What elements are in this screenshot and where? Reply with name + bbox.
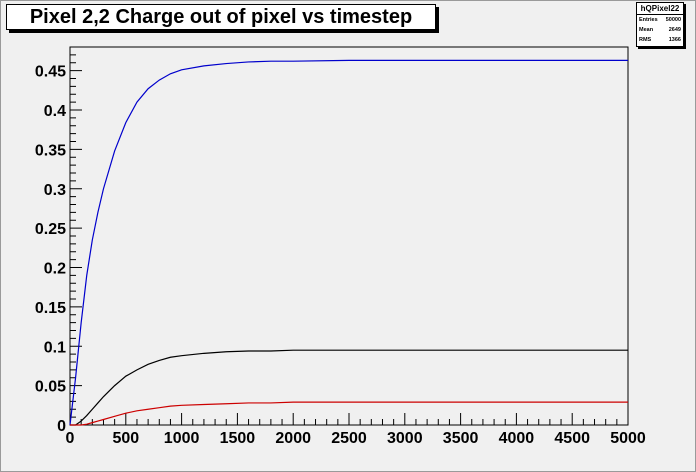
y-tick-label: 0.4 xyxy=(44,103,66,120)
stats-row-mean: Mean 2649 xyxy=(637,25,683,35)
series-layer xyxy=(69,59,628,426)
y-tick-label: 0.05 xyxy=(35,379,66,396)
x-tick-label: 0 xyxy=(66,430,75,447)
chart-title: Pixel 2,2 Charge out of pixel vs timeste… xyxy=(6,4,436,30)
x-tick-label: 5000 xyxy=(610,430,646,447)
stats-row-entries: Entries 50000 xyxy=(637,15,683,25)
stats-value: 50000 xyxy=(665,17,681,23)
y-tick-label: 0.1 xyxy=(44,339,66,356)
x-axis: 0 500 1000 1500 2000 2500 3000 3500 4000 4500 5000 xyxy=(66,413,646,447)
series-line-2 xyxy=(70,349,628,426)
stats-row-rms: RMS 1366 xyxy=(637,35,683,45)
stats-label: Entries xyxy=(639,17,658,23)
stats-box: hQPixel22 Entries 50000 Mean 2649 RMS 13… xyxy=(636,2,684,47)
y-tick-label: 0.2 xyxy=(44,261,66,278)
y-tick-label: 0 xyxy=(57,418,66,435)
y-tick-label: 0.3 xyxy=(44,182,66,199)
y-axis: 0 0.05 0.1 0.15 0.2 0.25 0.3 0.35 0.4 0.45 xyxy=(35,46,82,435)
y-tick-label: 0.25 xyxy=(35,221,66,238)
x-tick-label: 1000 xyxy=(164,430,200,447)
x-tick-label: 3500 xyxy=(443,430,479,447)
x-tick-label: 1500 xyxy=(220,430,256,447)
x-tick-label: 4500 xyxy=(554,430,590,447)
plot-frame xyxy=(69,46,629,426)
stats-histogram-name: hQPixel22 xyxy=(637,3,683,15)
series-line-1 xyxy=(69,59,628,426)
y-tick-label: 0.45 xyxy=(35,64,66,81)
series-line-3 xyxy=(70,401,628,426)
x-tick-label: 500 xyxy=(112,430,139,447)
x-tick-label: 4000 xyxy=(499,430,535,447)
stats-label: Mean xyxy=(639,27,654,33)
y-tick-label: 0.15 xyxy=(35,300,66,317)
x-tick-label: 2000 xyxy=(275,430,311,447)
x-tick-label: 3000 xyxy=(387,430,423,447)
x-tick-label: 2500 xyxy=(331,430,367,447)
y-tick-label: 0.35 xyxy=(35,142,66,159)
stats-value: 1366 xyxy=(668,37,681,43)
stats-value: 2649 xyxy=(668,27,681,33)
stats-label: RMS xyxy=(639,37,652,43)
